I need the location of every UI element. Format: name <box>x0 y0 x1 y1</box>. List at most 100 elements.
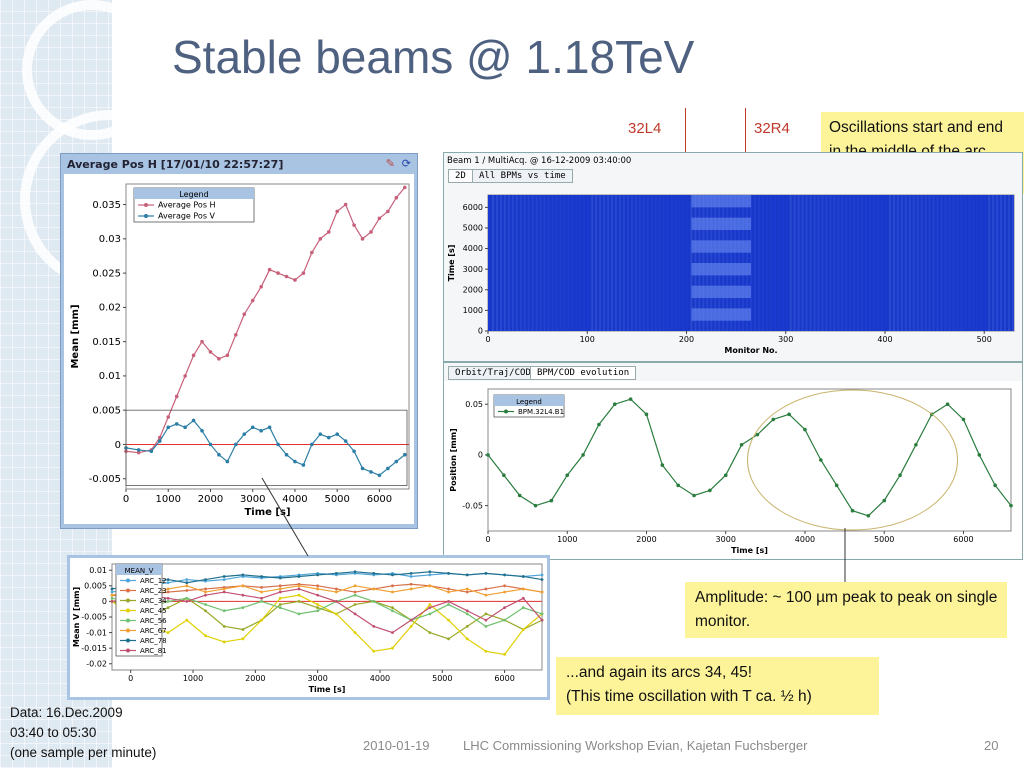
arc-series-1-point <box>316 584 320 588</box>
legend-marker <box>126 578 130 583</box>
heatmap-stripe <box>491 195 494 331</box>
arc-series-7-point <box>372 624 376 628</box>
arc-series-7-point <box>110 600 114 603</box>
series-0-point <box>386 209 390 214</box>
x-tick-label: 4000 <box>795 535 815 544</box>
series-0-point <box>259 285 263 289</box>
legend-entry: BPM.32L4.B1 <box>518 408 564 416</box>
tab-2d[interactable]: 2D <box>448 169 473 183</box>
heatmap-stripe <box>531 195 534 331</box>
series-1-point <box>394 459 399 464</box>
bpm-series-point <box>708 488 712 493</box>
arc-series-0-point <box>428 573 432 577</box>
heatmap-stripe <box>682 195 685 331</box>
heatmap-stripe <box>567 195 570 331</box>
series-1-point <box>276 442 280 447</box>
arc-series-6-point <box>353 570 357 574</box>
series-1-point <box>301 463 306 467</box>
arc-series-1-point <box>166 590 170 594</box>
bpm-series-point <box>882 498 887 503</box>
arc-series-2-point <box>241 628 245 631</box>
arc-series-5-point <box>297 584 301 588</box>
bpm-series-point <box>1009 503 1013 508</box>
x-tick-label: 400 <box>877 335 892 344</box>
refresh-icon[interactable]: ⟳ <box>401 158 411 170</box>
heatmap-stripe <box>829 195 832 331</box>
oscillation-band <box>691 285 751 299</box>
arc-series-5-point <box>334 590 338 594</box>
heatmap-stripe <box>857 195 860 331</box>
bpm-series-point <box>597 422 601 427</box>
legend-entry: ARC_34 <box>140 597 167 605</box>
y-tick-label: 1000 <box>463 306 483 315</box>
x-tick-label: 2000 <box>245 674 265 683</box>
bpm-series-point <box>628 397 633 401</box>
series-1-point <box>217 452 221 457</box>
heatmap-stripe <box>555 195 558 331</box>
series-1-point <box>242 432 247 436</box>
series-0-point <box>335 209 339 214</box>
series-1-point <box>259 428 263 433</box>
arc-series-5-point <box>166 587 170 591</box>
y-tick-label: 0 <box>478 451 483 460</box>
y-tick-label: -0.015 <box>81 644 107 653</box>
tab-orbit[interactable]: Orbit/Traj/COD <box>448 366 538 380</box>
x-tick-label: 100 <box>580 335 595 344</box>
y-tick-label: 6000 <box>463 203 483 212</box>
footer-date: 2010-01-19 <box>363 738 430 753</box>
arc-series-1-point <box>503 584 507 588</box>
x-tick-label: 5000 <box>874 535 894 544</box>
arc-series-1-line <box>111 583 543 599</box>
series-0-point <box>242 312 247 317</box>
y-tick-label: -0.005 <box>81 613 107 622</box>
arc-series-7-point <box>465 609 469 613</box>
series-0-point <box>183 374 187 378</box>
arc-series-3-point <box>334 612 338 616</box>
series-0-point <box>318 237 323 241</box>
arc-series-5-point <box>465 587 469 591</box>
y-tick-label: 0.05 <box>465 400 483 409</box>
heatmap-stripe <box>499 195 502 331</box>
heatmap-stripe <box>861 195 864 331</box>
arc-series-3-point <box>204 634 207 638</box>
bpm-series-point <box>755 432 760 437</box>
heatmap-stripe <box>646 195 649 331</box>
x-tick-label: 1000 <box>183 674 203 683</box>
arc-series-7-line <box>111 588 543 634</box>
export-icon[interactable]: ✎ <box>385 158 395 170</box>
heatmap-stripe <box>972 195 975 331</box>
x-tick-label: 0 <box>485 535 490 544</box>
heatmap-stripe <box>559 195 562 331</box>
series-0-point <box>166 415 171 419</box>
arc-series-1-point <box>353 590 357 594</box>
heatmap-stripe <box>658 195 661 331</box>
tab-bpm-evolution[interactable]: BPM/COD evolution <box>530 366 637 380</box>
arc-series-5-point <box>540 590 544 594</box>
heatmap-stripe <box>813 195 816 331</box>
series-1-point <box>157 439 162 443</box>
x-tick-label: 3000 <box>307 674 327 683</box>
bpm-series-point <box>898 473 902 478</box>
arc-series-5-point <box>185 584 189 588</box>
arc-series-2-point <box>465 624 469 628</box>
x-tick-label: 0 <box>128 674 133 683</box>
series-0-point <box>343 202 348 207</box>
series-0-point <box>200 339 204 344</box>
heatmap-stripe <box>825 195 828 331</box>
arc-series-5-point <box>428 584 432 588</box>
heatmap-stripe <box>630 195 633 331</box>
heatmap-stripe <box>896 195 899 331</box>
arc-series-7-point <box>484 618 488 622</box>
bpm-series-point <box>850 508 855 513</box>
heatmap-stripe <box>607 195 610 331</box>
series-1-point <box>174 422 179 426</box>
tab-all-bpms[interactable]: All BPMs vs time <box>472 169 573 183</box>
heatmap-stripe <box>650 195 653 331</box>
x-tick-label: 3000 <box>716 535 736 544</box>
heatmap-stripe <box>869 195 872 331</box>
arc-series-0-point <box>540 573 544 577</box>
y-tick-label: -0.005 <box>89 474 121 485</box>
heatmap-stripe <box>928 195 931 331</box>
bpm-series-point <box>771 417 776 422</box>
y-tick-label: 3000 <box>463 265 483 274</box>
